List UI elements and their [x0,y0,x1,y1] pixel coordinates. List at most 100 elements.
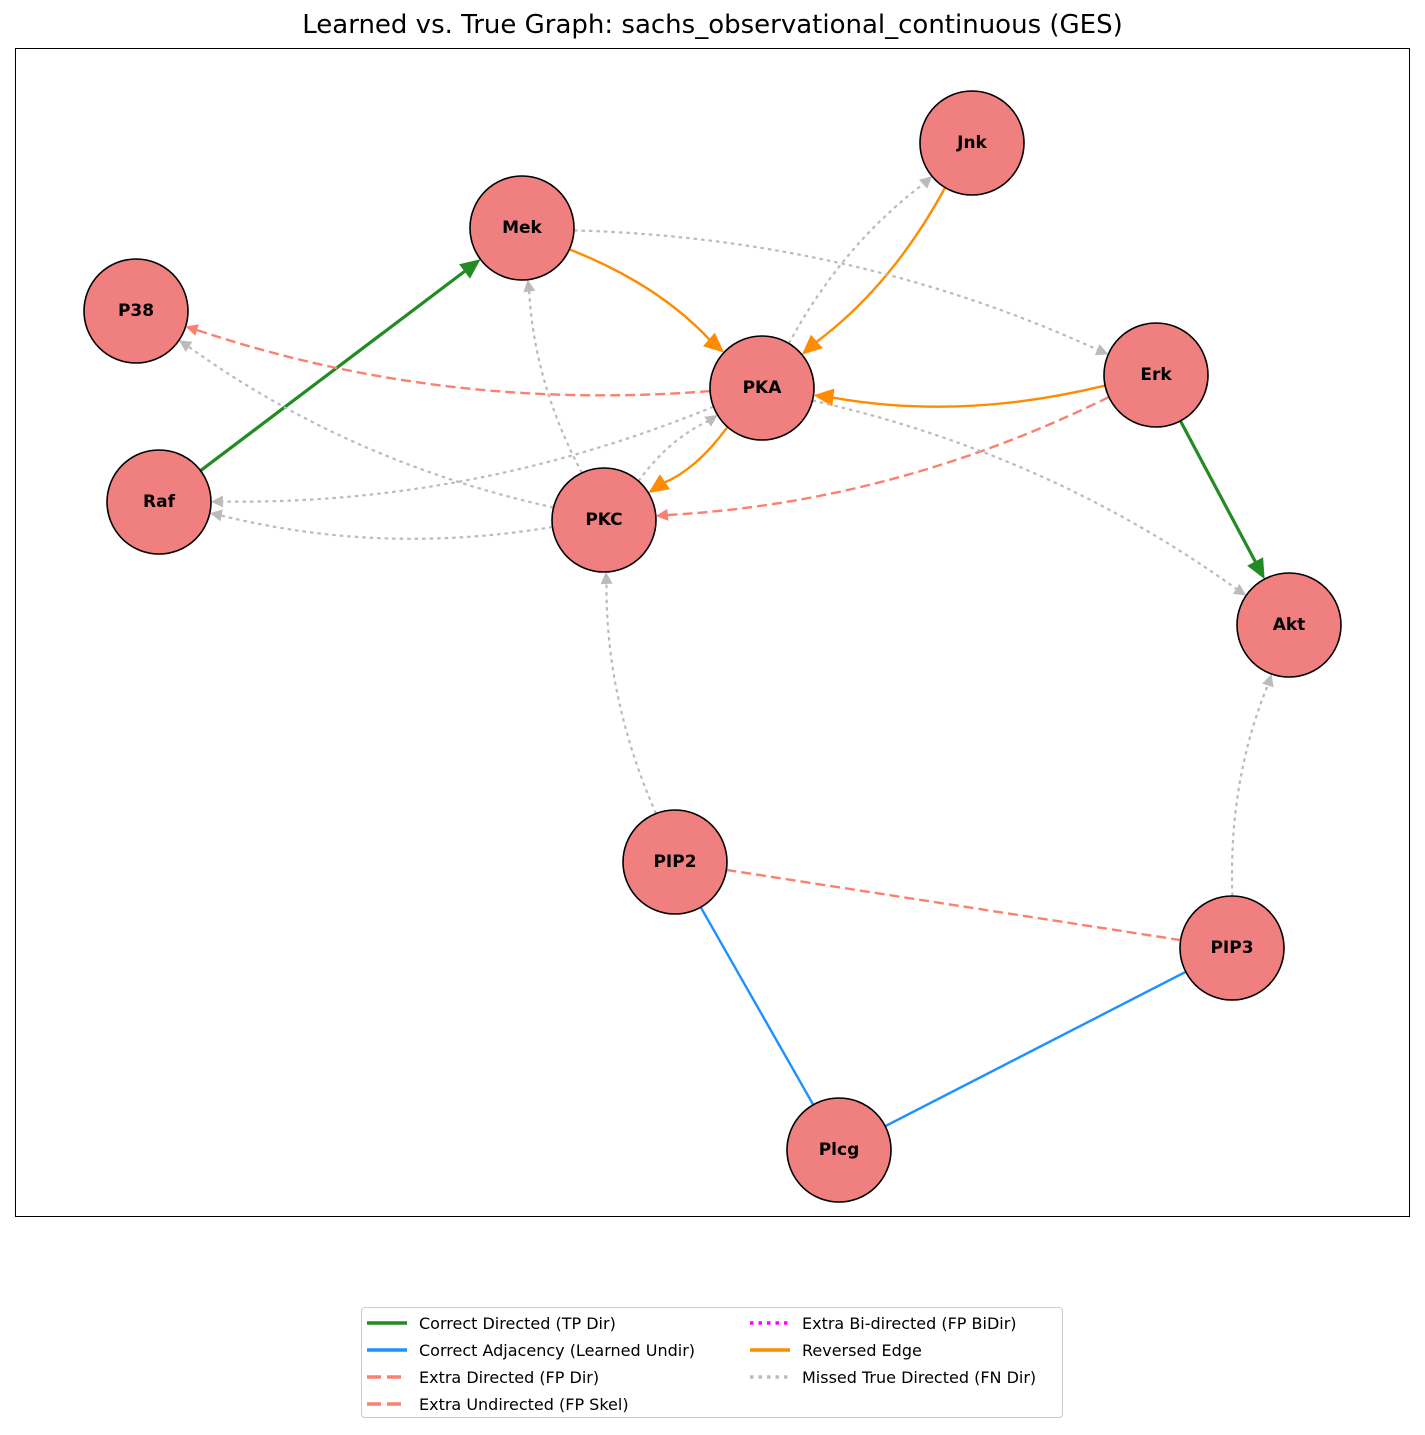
legend-swatch-reversed [750,1348,790,1352]
edge-mek-pka [568,248,724,353]
node-pip2: PIP2 [622,809,728,915]
edge-arrowhead [919,176,933,189]
edge-line [830,384,1106,408]
edge-jnk-pka [801,186,947,355]
edge-arrowhead [703,332,724,353]
node-label: Mek [502,218,542,238]
node-plcg: Plcg [786,1097,892,1203]
edge-pip3-plcg [884,970,1187,1128]
edge-line [726,868,1181,942]
node-pka: PKA [709,335,815,441]
edge-arrowhead [648,474,670,493]
edge-pkc-p38 [179,340,554,509]
legend-swatch-tp-dir [367,1321,407,1325]
legend-label-fp-dir: Extra Directed (FP Dir) [419,1367,600,1387]
legend-item-tp-dir: Correct Directed (TP Dir) [367,1312,616,1334]
edge-line [605,582,658,815]
edge-line [662,426,729,485]
legend-item-fp-bidir: Extra Bi-directed (FP BiDir) [750,1312,1017,1334]
node-circle [106,449,212,555]
node-circle [919,90,1025,196]
legend: Correct Directed (TP Dir) Correct Adjace… [361,1307,1063,1418]
chart-title: Learned vs. True Graph: sachs_observatio… [302,10,1123,40]
edges-layer [179,176,1274,1128]
edge-pka-jnk [787,176,933,345]
edge-arrowhead [1262,674,1274,688]
legend-swatch-fn-dir [750,1375,790,1379]
node-label: Plcg [819,1140,860,1160]
edge-pkc-raf [209,509,553,540]
node-circle [622,809,728,915]
node-circle [1179,895,1285,1001]
edge-pka-akt [812,399,1247,596]
edge-arrowhead [523,279,536,293]
legend-label-fp-skel: Extra Undirected (FP Skel) [419,1394,629,1414]
edge-erk-pka [813,384,1106,408]
edge-line [699,906,815,1106]
node-label: Akt [1273,615,1306,635]
edge-arrowhead [185,324,199,336]
node-circle [1103,322,1209,428]
node-circle [83,258,189,364]
legend-label-reversed: Reversed Edge [802,1340,922,1360]
node-circle [551,467,657,573]
edge-arrowhead [211,495,224,508]
node-label: P38 [118,301,154,321]
edge-arrowhead [813,388,835,407]
edge-arrowhead [655,508,669,521]
edge-arrowhead [704,415,718,427]
edge-line [884,970,1187,1128]
legend-label-correct-adj: Correct Adjacency (Learned Undir) [419,1340,696,1360]
edge-pka-pkc [648,426,729,493]
node-label: PKA [743,378,783,398]
nodes-layer: Jnk Mek P38 PKA Erk Raf PKC Akt PIP2 PIP3 Plcg [83,90,1342,1203]
node-erk: Erk [1103,322,1209,428]
edge-line [812,399,1239,591]
edge-arrowhead [209,509,223,522]
node-pip3: PIP3 [1179,895,1285,1001]
node-pkc: PKC [551,467,657,573]
edge-pkc-pka [637,415,718,482]
edge-line [528,289,583,474]
legend-swatch-fp-dir [367,1375,407,1379]
node-label: PIP2 [653,852,696,872]
node-label: Raf [143,492,176,512]
edge-line [1178,420,1259,565]
edge-arrowhead [179,340,193,352]
edge-pip2-pip3 [726,868,1181,942]
edge-arrowhead [1094,344,1109,356]
edge-line [199,268,468,472]
edge-arrowhead [801,334,823,355]
edge-erk-pkc [655,395,1110,521]
node-mek: Mek [469,175,575,281]
edge-pip2-plcg [699,906,815,1106]
node-akt: Akt [1236,572,1342,678]
edge-arrowhead [459,259,481,279]
node-p38: P38 [83,258,189,364]
node-circle [1236,572,1342,678]
edge-pka-p38 [185,324,711,397]
legend-item-fp-skel: Extra Undirected (FP Skel) [367,1393,629,1415]
node-circle [786,1097,892,1203]
legend-swatch-correct-adj [367,1348,407,1352]
node-label: Erk [1140,365,1172,385]
edge-mek-erk [573,229,1109,356]
edge-line [573,229,1100,352]
edge-line [219,514,553,540]
edge-arrowhead [600,572,613,585]
legend-item-fn-dir: Missed True Directed (FN Dir) [750,1366,1036,1388]
node-raf: Raf [106,449,212,555]
node-jnk: Jnk [919,90,1025,196]
legend-swatch-fp-skel [367,1402,407,1406]
node-circle [709,335,815,441]
plot-frame [15,48,1410,1217]
node-circle [469,175,575,281]
edge-line [637,419,710,482]
legend-label-fp-bidir: Extra Bi-directed (FP BiDir) [802,1313,1017,1333]
legend-label-fn-dir: Missed True Directed (FN Dir) [802,1367,1037,1387]
edge-line [221,405,714,503]
edge-line [787,182,926,345]
node-label: PKC [585,510,622,530]
edge-pip3-akt [1230,674,1274,897]
